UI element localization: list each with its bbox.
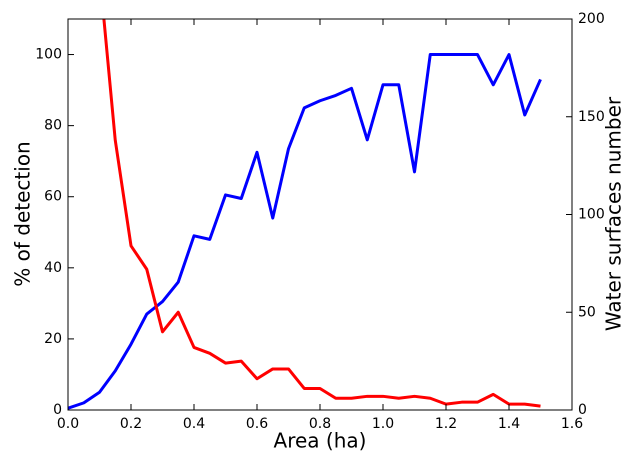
y2-tick-label: 150 (578, 109, 605, 125)
x-tick-label: 0.4 (183, 416, 205, 432)
y-axis-title: % of detection (11, 141, 35, 286)
x-tick-label: 0.0 (57, 416, 79, 432)
y2-tick-label: 0 (578, 402, 587, 418)
data-line (102, 19, 541, 408)
x-tick-label: 1.6 (561, 416, 583, 432)
plot-marks (68, 19, 542, 410)
y-tick-label: 80 (44, 118, 62, 134)
y2-axis-title: Water surfaces number (602, 96, 626, 331)
x-tick-label: 0.2 (120, 416, 142, 432)
y-tick-label: 40 (44, 260, 62, 276)
x-tick-label: 0.8 (309, 416, 331, 432)
x-tick-label: 1.2 (435, 416, 457, 432)
y-tick-label: 20 (44, 331, 62, 347)
x-tick-label: 1.0 (372, 416, 394, 432)
y2-tick-label: 50 (578, 304, 596, 320)
x-axis-title: Area (ha) (274, 429, 367, 453)
y-tick-label: 60 (44, 189, 62, 205)
y2-tick-label: 100 (578, 207, 605, 223)
y-tick-label: 0 (53, 402, 62, 418)
x-tick-label: 1.4 (498, 416, 520, 432)
data-line (68, 53, 542, 410)
y2-tick-label: 200 (578, 11, 605, 27)
y-tick-label: 100 (35, 47, 62, 63)
x-tick-label: 0.6 (246, 416, 268, 432)
